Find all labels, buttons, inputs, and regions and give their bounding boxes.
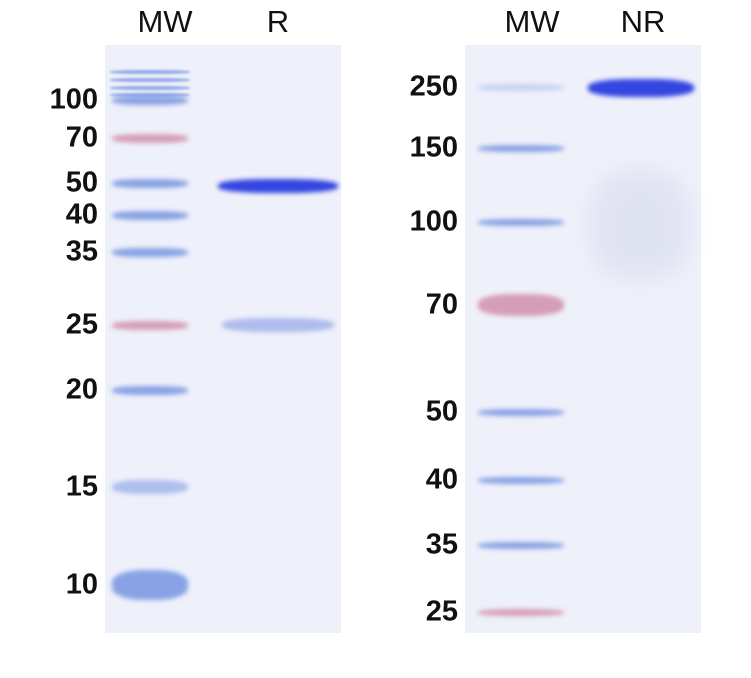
marker-label: 25 [425,595,458,628]
marker-label: 10 [65,568,98,601]
marker-band [478,294,564,316]
marker-label: 50 [65,166,98,199]
marker-band [112,570,188,600]
marker-label: 100 [49,83,98,116]
marker-label: 250 [409,70,458,103]
marker-band [112,178,188,188]
marker-band [110,93,190,97]
marker-label: 20 [65,373,98,406]
marker-label: 40 [65,198,98,231]
left-gel [105,45,341,633]
marker-band [478,218,564,226]
marker-label: 40 [425,463,458,496]
sample-band-25kda [222,318,334,332]
marker-label: 35 [65,235,98,268]
marker-label: 35 [425,528,458,561]
right-gel [465,45,701,633]
smear [590,170,690,280]
marker-band [478,476,564,484]
marker-band [110,86,190,90]
sample-band-50kda [218,179,338,193]
marker-band [110,78,190,82]
marker-label: 70 [425,288,458,321]
marker-label: 15 [65,470,98,503]
marker-band [478,408,564,416]
left-gel-header-mw: MW [137,4,193,39]
marker-band [112,320,188,330]
marker-band [110,70,190,74]
marker-band [478,608,564,616]
marker-band [112,480,188,494]
left-gel-header-r: R [266,4,290,39]
marker-band [478,83,564,91]
marker-label: 70 [65,121,98,154]
marker-band [112,385,188,395]
right-gel-header-nr: NR [620,4,666,39]
marker-label: 25 [65,308,98,341]
marker-band [478,144,564,152]
marker-band [112,133,188,143]
marker-band [112,247,188,257]
sample-band-250kda [588,79,694,97]
marker-label: 150 [409,131,458,164]
marker-label: 50 [425,395,458,428]
marker-band [112,95,188,105]
marker-band [112,210,188,220]
right-gel-header-mw: MW [504,4,560,39]
marker-band [478,541,564,549]
marker-label: 100 [409,205,458,238]
